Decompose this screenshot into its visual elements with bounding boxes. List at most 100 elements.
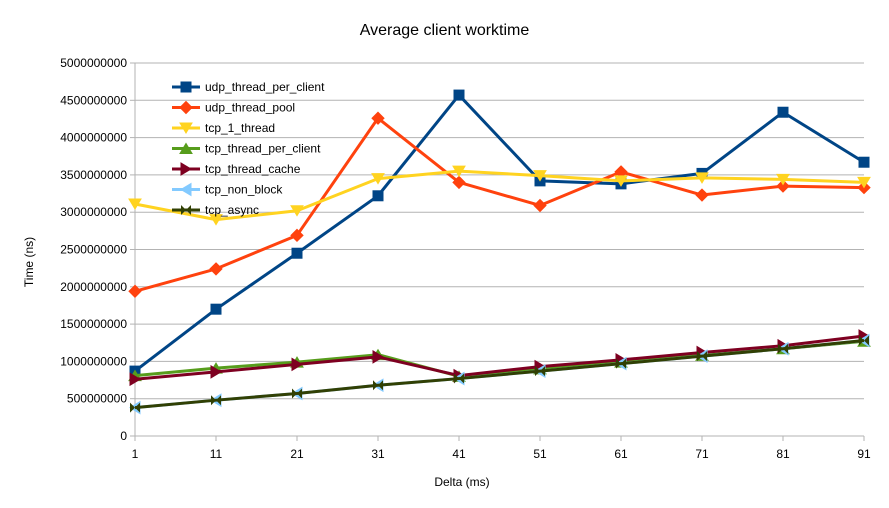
marker-part xyxy=(864,335,869,346)
marker-part xyxy=(135,402,140,413)
series-point xyxy=(454,373,464,384)
x-tick-label: 51 xyxy=(533,447,547,461)
marker-part xyxy=(621,358,626,369)
series-point xyxy=(776,179,790,193)
marker-part xyxy=(297,388,302,399)
marker-part xyxy=(211,395,216,406)
series-point xyxy=(697,351,707,362)
x-tick-label: 81 xyxy=(776,447,790,461)
series-point xyxy=(777,106,789,118)
series-point xyxy=(291,247,303,259)
series-point xyxy=(180,162,192,176)
series-point xyxy=(371,173,385,185)
marker-part xyxy=(859,335,864,346)
series-point xyxy=(130,402,140,413)
marker-part xyxy=(186,205,191,215)
marker-part xyxy=(378,380,383,391)
marker-part xyxy=(697,351,702,362)
marker-part xyxy=(616,358,621,369)
y-tick-label: 1500000000 xyxy=(60,317,127,331)
series-point xyxy=(695,188,709,202)
series-point xyxy=(180,182,192,197)
marker-part xyxy=(216,395,221,406)
marker-part xyxy=(535,366,540,377)
y-tick-label: 2500000000 xyxy=(60,243,127,257)
x-tick-label: 41 xyxy=(452,447,466,461)
series-point xyxy=(372,350,384,364)
series-point xyxy=(211,395,221,406)
series-point xyxy=(210,364,222,379)
series-point xyxy=(533,170,547,182)
marker-part xyxy=(181,205,186,215)
series-point xyxy=(857,176,871,189)
y-tick-label: 0 xyxy=(120,429,127,443)
series-layer xyxy=(128,89,871,415)
series-point xyxy=(695,172,709,184)
series-point xyxy=(179,122,193,134)
series-point xyxy=(181,205,191,215)
legend-item: tcp_thread_cache xyxy=(172,162,301,176)
y-tick-label: 1000000000 xyxy=(60,354,127,368)
x-tick-label: 1 xyxy=(132,447,139,461)
marker-part xyxy=(459,373,464,384)
series-point xyxy=(533,198,547,213)
legend-item: tcp_thread_per_client xyxy=(172,142,321,156)
series-line xyxy=(134,116,865,293)
axis-layer: 0 500000000 1000000000 1500000000 2000000000… xyxy=(60,56,871,461)
legend-label: tcp_1_thread xyxy=(205,121,275,135)
marker-part xyxy=(702,351,707,362)
series-tcp_async xyxy=(130,335,869,413)
legend-label: tcp_thread_per_client xyxy=(205,142,321,156)
series-point xyxy=(614,175,628,187)
marker-part xyxy=(540,366,545,377)
series-point xyxy=(616,358,626,369)
x-tick-label: 91 xyxy=(857,447,871,461)
legend-label: udp_thread_per_client xyxy=(205,80,325,94)
x-axis-label: Delta (ms) xyxy=(434,475,489,489)
series-point xyxy=(859,335,869,346)
y-tick-label: 3000000000 xyxy=(60,205,127,219)
series-point xyxy=(128,198,142,210)
series-line xyxy=(134,169,865,222)
x-tick-label: 71 xyxy=(695,447,709,461)
x-tick-label: 11 xyxy=(210,447,223,461)
y-tick-label: 4000000000 xyxy=(60,131,127,145)
series-point xyxy=(535,366,545,377)
y-tick-label: 3500000000 xyxy=(60,168,127,182)
series-point xyxy=(209,214,223,226)
series-point xyxy=(373,380,383,391)
marker-part xyxy=(292,388,297,399)
series-point xyxy=(290,228,304,243)
series-tcp_1_thread xyxy=(128,165,871,226)
x-tick-label: 31 xyxy=(371,447,385,461)
legend-item: tcp_non_block xyxy=(172,183,283,197)
series-line xyxy=(134,334,865,381)
legend-item: tcp_1_thread xyxy=(172,121,275,135)
grid-layer xyxy=(135,62,864,437)
marker-part xyxy=(783,343,788,354)
series-point xyxy=(179,142,193,154)
series-point xyxy=(452,175,466,190)
series-point xyxy=(128,284,142,298)
marker-part xyxy=(778,343,783,354)
series-point xyxy=(209,262,223,276)
series-point xyxy=(129,372,141,387)
legend-label: tcp_async xyxy=(205,203,259,217)
marker-part xyxy=(130,402,135,413)
y-tick-label: 500000000 xyxy=(67,392,127,406)
series-point xyxy=(453,89,465,101)
series-point xyxy=(179,100,193,115)
x-tick-label: 61 xyxy=(614,447,628,461)
y-tick-label: 5000000000 xyxy=(60,56,127,70)
series-point xyxy=(291,357,303,372)
series-line xyxy=(134,339,865,410)
series-point xyxy=(858,156,870,168)
series-point xyxy=(372,190,384,202)
y-axis-label: Time (ns) xyxy=(22,237,36,287)
series-point xyxy=(776,173,790,186)
series-point xyxy=(210,303,222,315)
series-point xyxy=(778,343,788,354)
series-point xyxy=(292,388,302,399)
chart-title: Average client worktime xyxy=(360,22,530,39)
